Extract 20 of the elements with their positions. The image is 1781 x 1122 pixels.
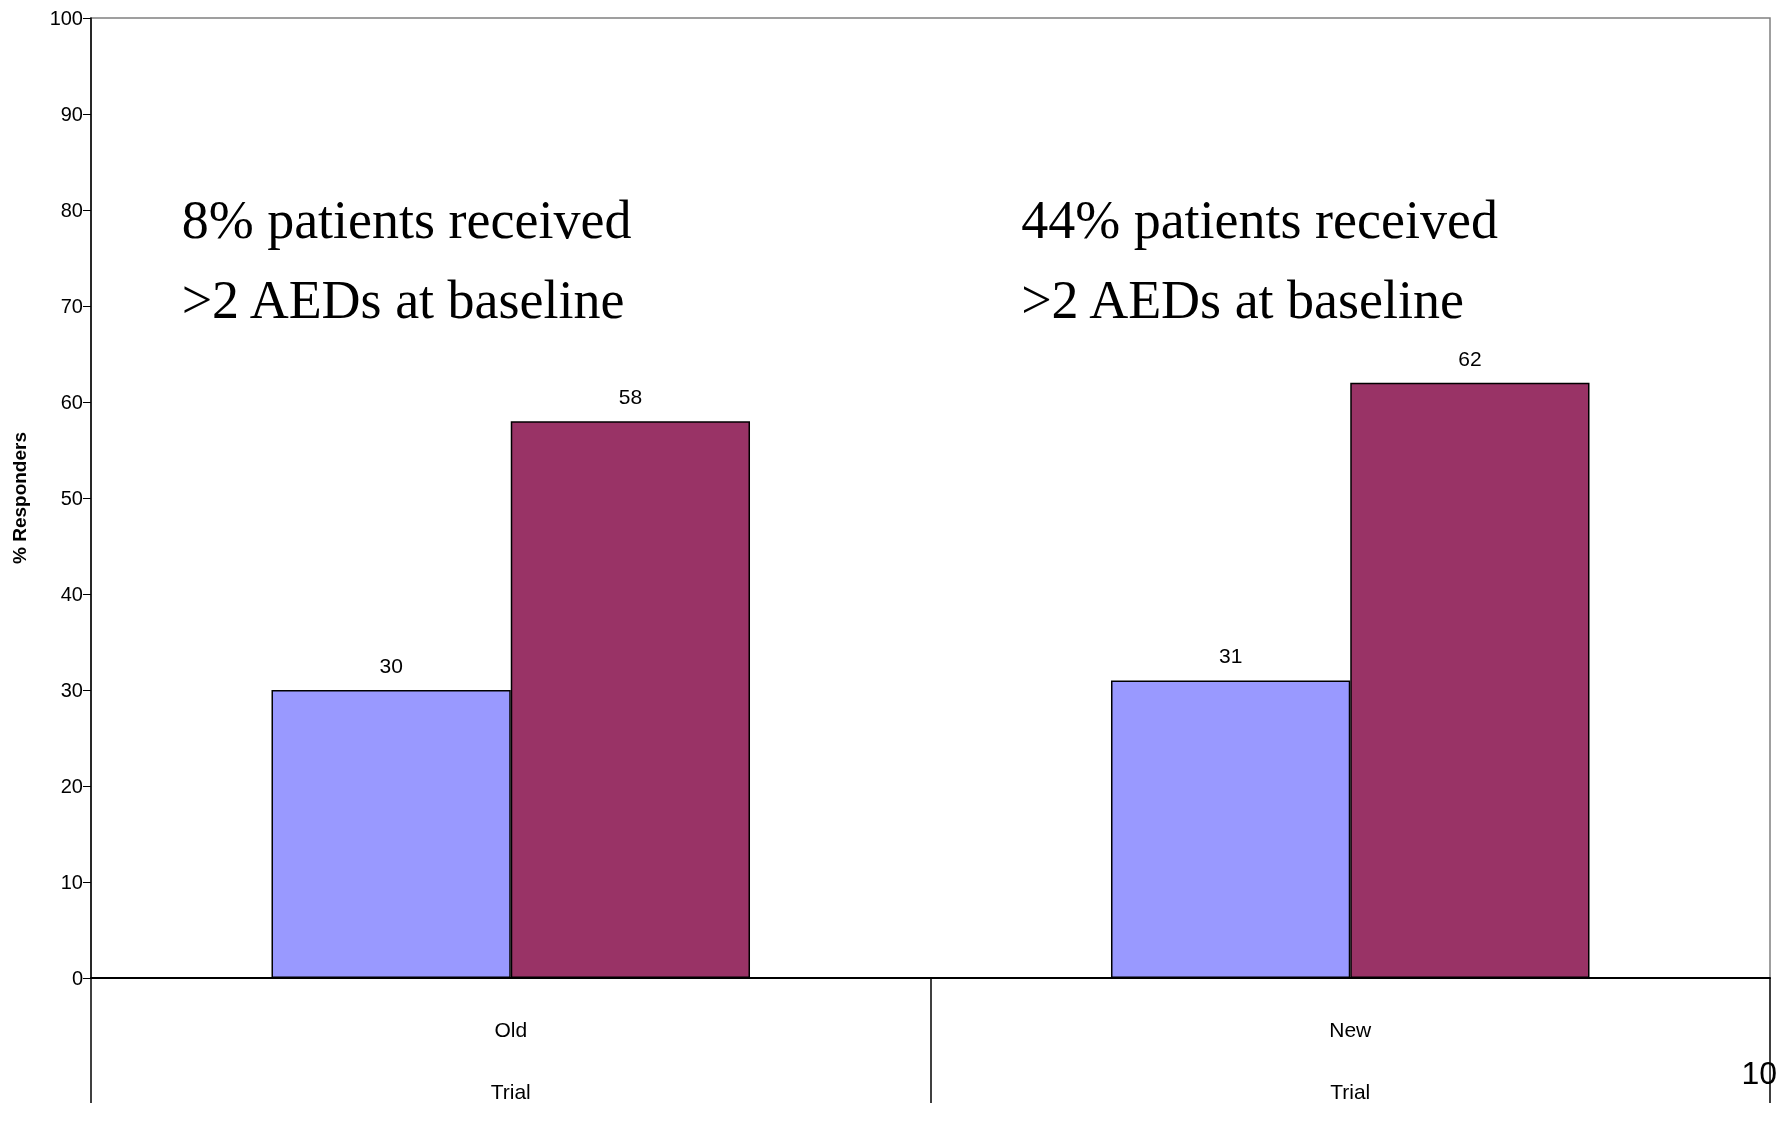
y-tick-label: 60 [60,391,83,413]
category-label: Old Trial [490,1017,531,1103]
y-axis-title: % Responders [9,432,30,564]
data-label: 30 [379,654,403,677]
y-tick-label: 70 [60,295,83,317]
annotation: 8% patients received >2 AEDs at baseline [181,190,632,330]
y-tick-label: 50 [60,487,83,509]
y-tick-label: 10 [60,871,83,893]
y-tick-label: 80 [60,199,83,221]
y-tick-label: 20 [60,775,83,797]
annotation: 44% patients received >2 AEDs at baseline [1021,190,1498,330]
data-label: 31 [1218,644,1243,668]
y-tick-label: 40 [60,583,83,605]
data-label: 62 [1458,346,1482,370]
data-label: 58 [618,385,643,409]
y-tick-label: 90 [60,103,83,125]
category-label: New Trial [1329,1017,1372,1103]
y-tick-label: 100 [49,7,83,29]
y-tick-label: 0 [71,967,83,989]
y-tick-label: 30 [60,679,83,701]
